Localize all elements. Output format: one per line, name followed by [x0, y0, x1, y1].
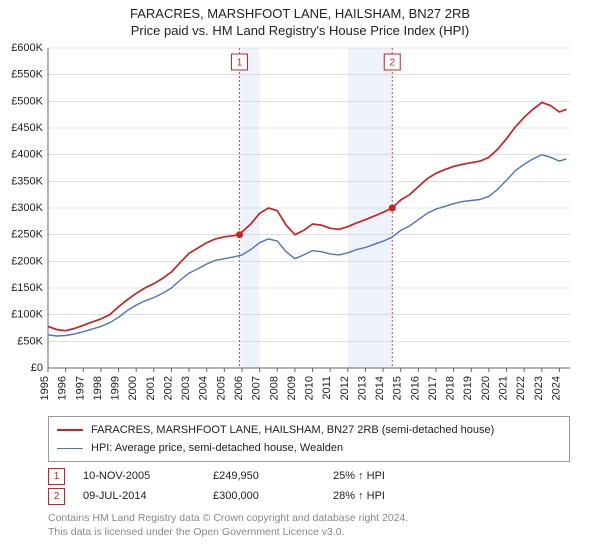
- legend-swatch: [57, 448, 83, 449]
- y-tick-label: £500K: [11, 95, 43, 107]
- sale-row: 2 09-JUL-2014£300,00028% ↑ HPI: [48, 486, 570, 506]
- x-tick-label: 1998: [92, 376, 104, 400]
- x-tick-label: 2003: [180, 376, 192, 400]
- sale-row-marker: 2: [48, 488, 65, 505]
- y-tick-label: £0: [31, 362, 43, 374]
- x-tick-label: 2012: [339, 376, 351, 400]
- legend: FARACRES, MARSHFOOT LANE, HAILSHAM, BN27…: [48, 416, 570, 462]
- sale-point: [389, 205, 396, 212]
- y-tick-label: £300K: [11, 202, 43, 214]
- x-tick-label: 2007: [251, 376, 263, 400]
- x-tick-label: 1996: [57, 376, 69, 400]
- x-tick-label: 2021: [498, 376, 510, 400]
- x-tick-label: 2013: [356, 376, 368, 400]
- sales-table: 1 10-NOV-2005£249,95025% ↑ HPI 2 09-JUL-201…: [48, 466, 570, 506]
- sale-badge-number: 2: [389, 58, 395, 69]
- sale-badge-number: 1: [237, 58, 243, 69]
- sale-diff: 25% ↑ HPI: [333, 470, 453, 482]
- sale-price: £300,000: [213, 490, 333, 502]
- y-tick-label: £150K: [11, 282, 43, 294]
- x-tick-label: 1999: [110, 376, 122, 400]
- x-tick-label: 2014: [374, 376, 386, 400]
- legend-swatch: [57, 429, 83, 431]
- sale-date: 10-NOV-2005: [83, 470, 213, 482]
- y-tick-label: £250K: [11, 229, 43, 241]
- y-tick-label: £400K: [11, 149, 43, 161]
- x-tick-label: 2000: [127, 376, 139, 400]
- footer-line-1: Contains HM Land Registry data © Crown c…: [48, 512, 570, 526]
- title-line-1: FARACRES, MARSHFOOT LANE, HAILSHAM, BN27…: [0, 6, 600, 21]
- legend-label: HPI: Average price, semi-detached house,…: [91, 442, 343, 454]
- x-tick-label: 2010: [304, 376, 316, 400]
- x-tick-label: 2019: [462, 376, 474, 400]
- sale-point: [236, 231, 243, 238]
- y-tick-label: £600K: [11, 42, 43, 54]
- x-tick-label: 1997: [74, 376, 86, 400]
- title-block: FARACRES, MARSHFOOT LANE, HAILSHAM, BN27…: [0, 0, 600, 38]
- series-property: [48, 102, 567, 330]
- y-tick-label: £200K: [11, 255, 43, 267]
- x-tick-label: 2024: [550, 376, 562, 400]
- x-tick-label: 2008: [268, 376, 280, 400]
- x-tick-label: 2006: [233, 376, 245, 400]
- sale-row-marker: 1: [48, 468, 65, 485]
- attribution-footer: Contains HM Land Registry data © Crown c…: [48, 512, 570, 539]
- footer-line-2: This data is licensed under the Open Gov…: [48, 526, 570, 540]
- line-chart: £0 £50K £100K £150K £200K £250K £300K £350K £400…: [0, 38, 600, 408]
- y-tick-label: £350K: [11, 175, 43, 187]
- x-tick-label: 2015: [392, 376, 404, 400]
- y-tick-label: £450K: [11, 122, 43, 134]
- sale-date: 09-JUL-2014: [83, 490, 213, 502]
- x-tick-label: 2018: [445, 376, 457, 400]
- x-tick-label: 1995: [39, 376, 51, 400]
- chart-area: £0 £50K £100K £150K £200K £250K £300K £350K £400…: [0, 38, 600, 408]
- legend-label: FARACRES, MARSHFOOT LANE, HAILSHAM, BN27…: [91, 424, 494, 436]
- series-hpi: [48, 155, 567, 336]
- x-tick-label: 2005: [215, 376, 227, 400]
- x-tick-label: 2004: [198, 376, 210, 400]
- x-tick-label: 2002: [162, 376, 174, 400]
- x-tick-label: 2017: [427, 376, 439, 400]
- x-tick-label: 2009: [286, 376, 298, 400]
- x-tick-label: 2001: [145, 376, 157, 400]
- x-tick-label: 2016: [409, 376, 421, 400]
- legend-row: HPI: Average price, semi-detached house,…: [57, 439, 561, 457]
- y-tick-label: £50K: [17, 335, 43, 347]
- x-tick-label: 2011: [321, 376, 333, 400]
- legend-row: FARACRES, MARSHFOOT LANE, HAILSHAM, BN27…: [57, 421, 561, 439]
- y-tick-label: £550K: [11, 69, 43, 81]
- chart-container: FARACRES, MARSHFOOT LANE, HAILSHAM, BN27…: [0, 0, 600, 539]
- x-tick-label: 2023: [533, 376, 545, 400]
- title-line-2: Price paid vs. HM Land Registry's House …: [0, 23, 600, 38]
- x-tick-label: 2022: [515, 376, 527, 400]
- sale-diff: 28% ↑ HPI: [333, 490, 453, 502]
- y-tick-label: £100K: [11, 309, 43, 321]
- x-tick-label: 2020: [480, 376, 492, 400]
- sale-price: £249,950: [213, 470, 333, 482]
- sale-row: 1 10-NOV-2005£249,95025% ↑ HPI: [48, 466, 570, 486]
